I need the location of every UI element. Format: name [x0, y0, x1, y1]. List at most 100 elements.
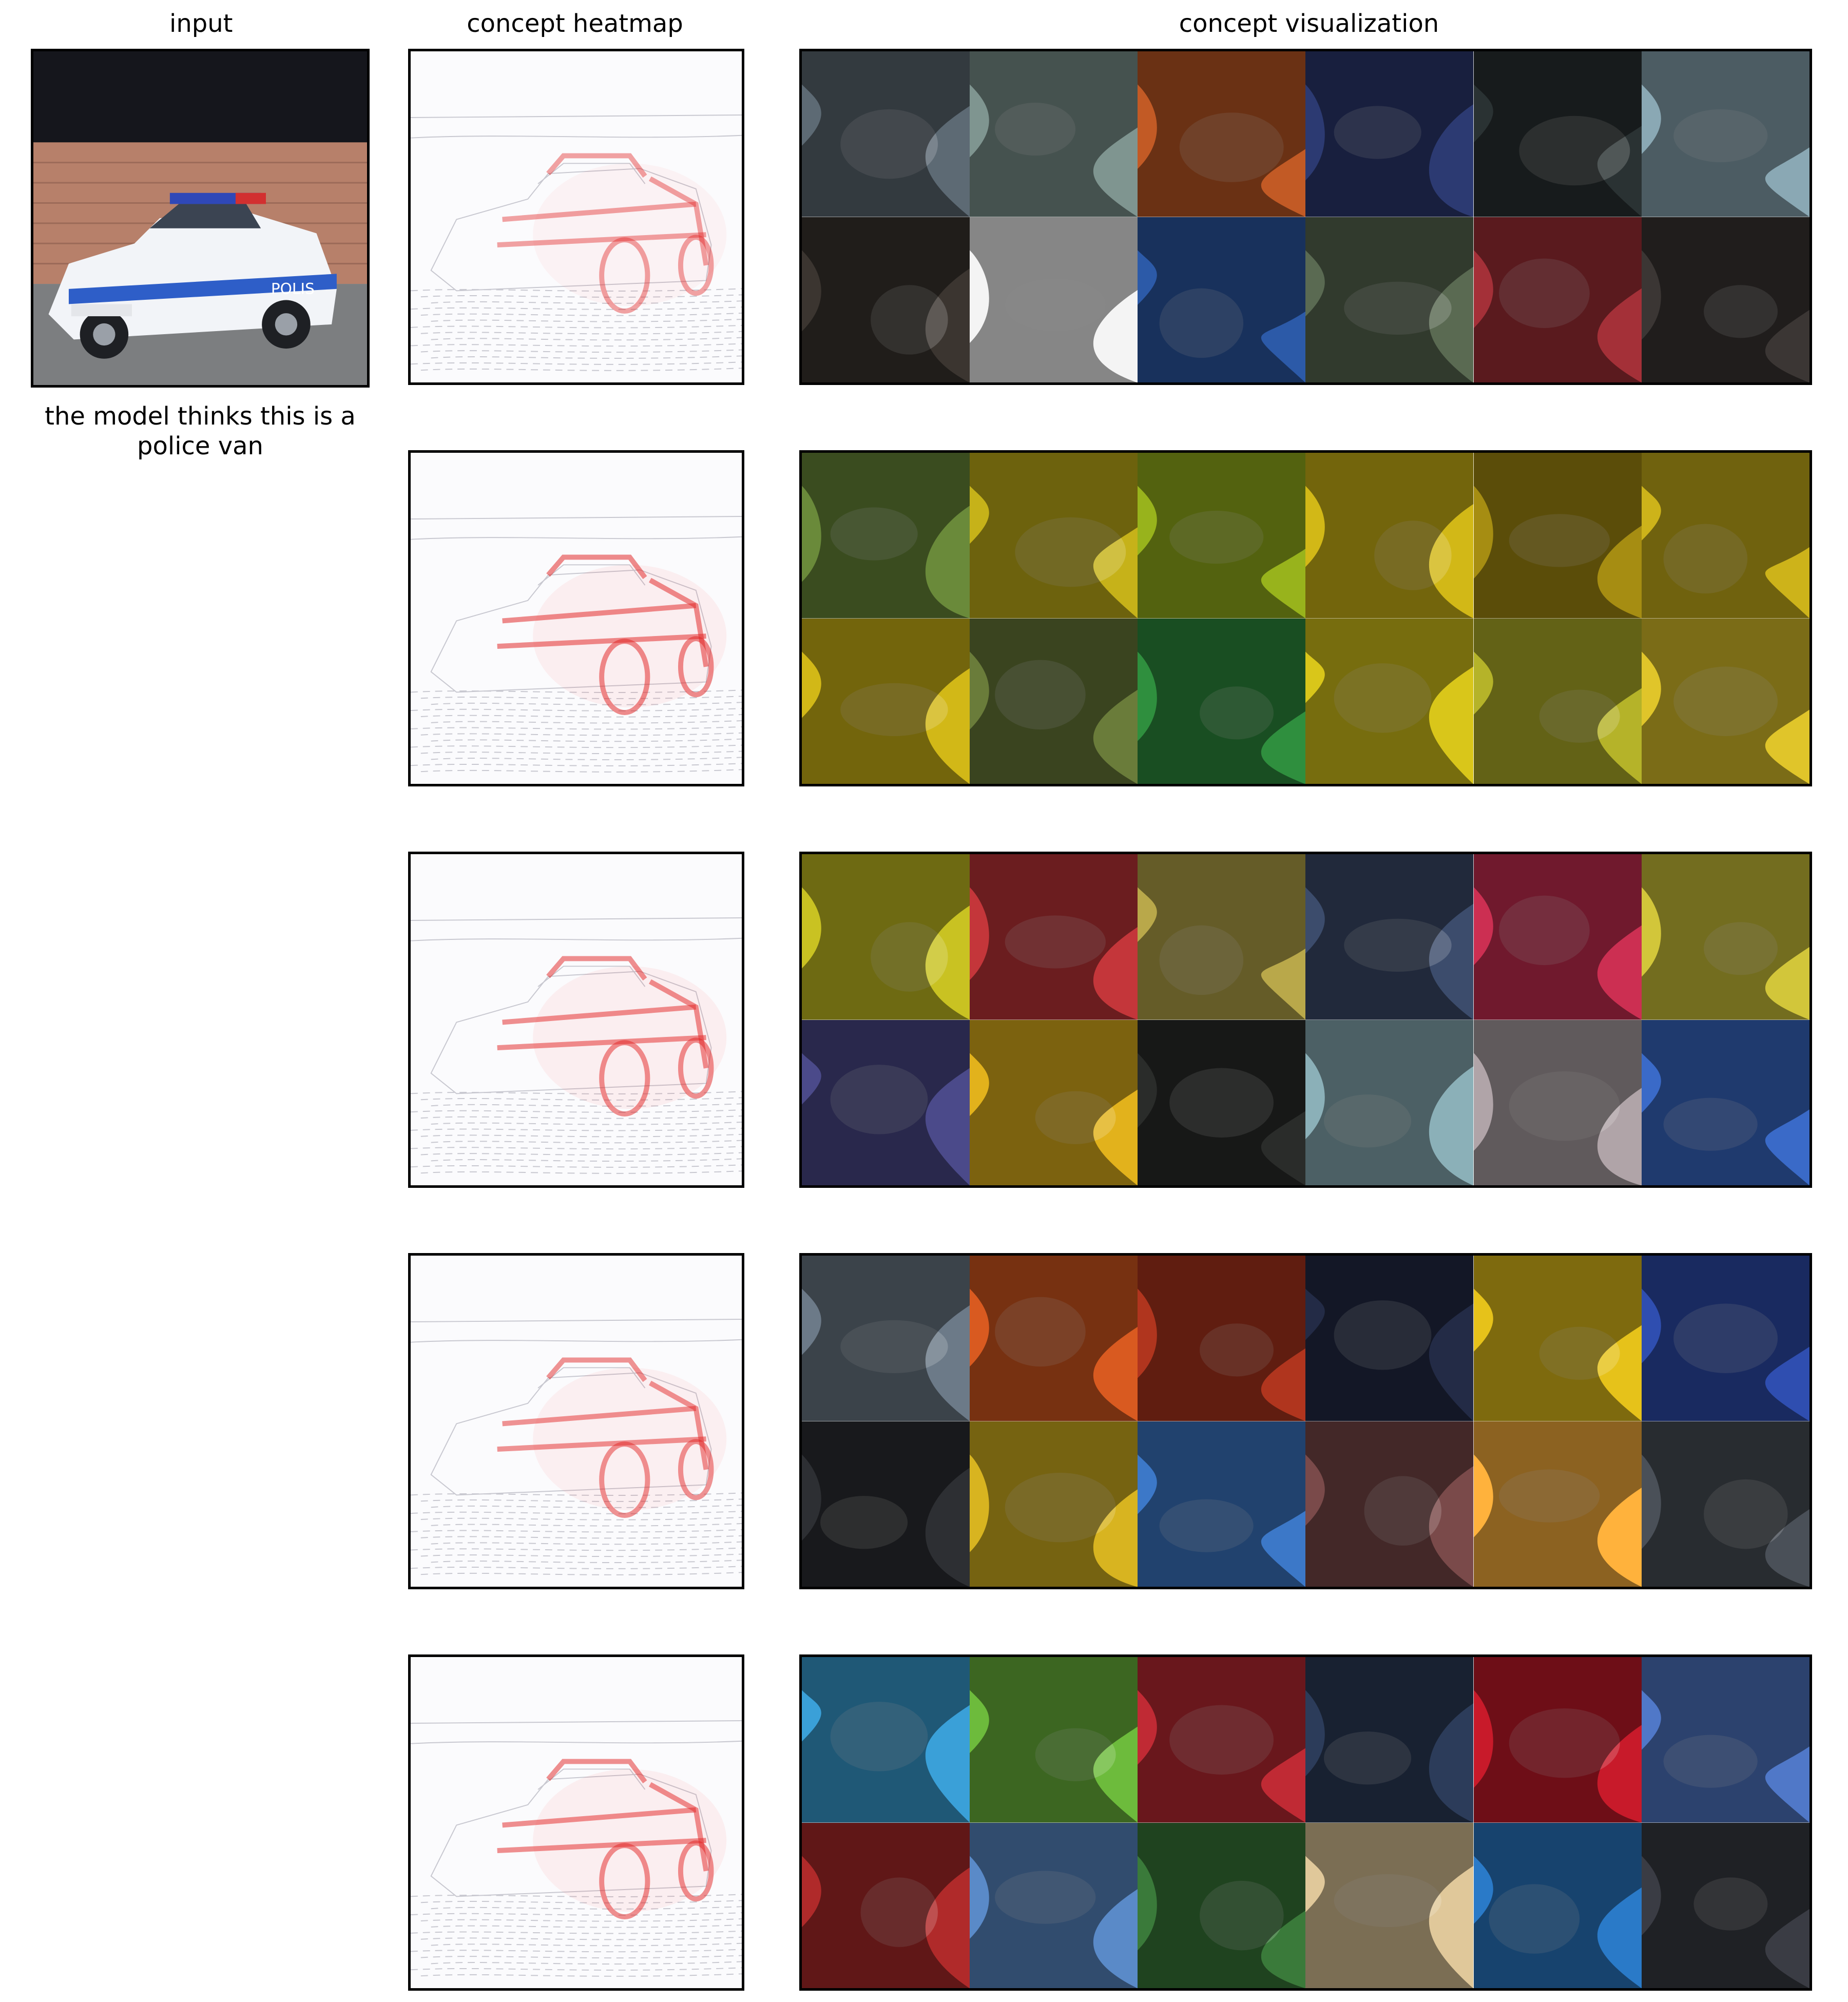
- concept-example-tile: [970, 1657, 1138, 1823]
- concept-example-tile: [1305, 1421, 1474, 1587]
- concept-example-tile: [1305, 618, 1474, 784]
- concept-visualization-5: [799, 1654, 1812, 1991]
- concept-example-image: [1305, 1019, 1474, 1185]
- concept-example-image: [1305, 618, 1474, 784]
- concept-example-image: [802, 1256, 970, 1421]
- concept-example-image: [1641, 1822, 1810, 1988]
- concept-heatmap-5: [408, 1654, 744, 1991]
- concept-example-image: [970, 1657, 1138, 1823]
- concept-example-image: [1473, 618, 1642, 784]
- concept-example-tile: [1641, 1256, 1810, 1421]
- concept-visualization-1: [799, 49, 1812, 385]
- concept-example-image: [1473, 51, 1642, 217]
- concept-example-tile: [1138, 51, 1306, 217]
- concept-example-tile: [1473, 618, 1642, 784]
- concept-example-tile: [1138, 1421, 1306, 1587]
- concept-example-image: [1305, 453, 1474, 619]
- concept-example-image: [1641, 453, 1810, 619]
- concept-visualization-4: [799, 1253, 1812, 1589]
- concept-example-image: [970, 618, 1138, 784]
- concept-example-tile: [1305, 1019, 1474, 1185]
- concept-example-tile: [1305, 217, 1474, 382]
- concept-example-tile: [1138, 618, 1306, 784]
- concept-heatmap-1: [408, 49, 744, 385]
- heatmap-image: [411, 1256, 742, 1587]
- concept-example-image: [1138, 1822, 1306, 1988]
- concept-example-image: [1473, 217, 1642, 382]
- concept-example-tile: [1641, 51, 1810, 217]
- concept-example-image: [1473, 1256, 1642, 1421]
- heatmap-image: [411, 51, 742, 382]
- concept-example-image: [1138, 1019, 1306, 1185]
- concept-example-tile: [1305, 854, 1474, 1020]
- concept-example-image: [970, 51, 1138, 217]
- concept-example-tile: [1473, 1019, 1642, 1185]
- concept-example-tile: [1138, 1657, 1306, 1823]
- concept-example-image: [1641, 1256, 1810, 1421]
- concept-example-image: [802, 618, 970, 784]
- concept-example-tile: [970, 1822, 1138, 1988]
- concept-example-image: [1305, 1657, 1474, 1823]
- concept-example-tile: [1641, 1822, 1810, 1988]
- concept-example-image: [1473, 1822, 1642, 1988]
- concept-example-tile: [1473, 217, 1642, 382]
- concept-example-image: [1138, 854, 1306, 1020]
- concept-example-image: [970, 1019, 1138, 1185]
- concept-example-tile: [1641, 217, 1810, 382]
- concept-heatmap-2: [408, 450, 744, 786]
- concept-example-image: [1641, 618, 1810, 784]
- concept-example-tile: [802, 854, 970, 1020]
- concept-example-tile: [1305, 1256, 1474, 1421]
- concept-example-image: [1138, 51, 1306, 217]
- concept-example-tile: [1305, 1822, 1474, 1988]
- concept-example-tile: [1138, 217, 1306, 382]
- input-image: POLIS: [31, 49, 370, 388]
- concept-example-tile: [1473, 51, 1642, 217]
- concept-example-tile: [1641, 453, 1810, 619]
- concept-example-image: [1138, 453, 1306, 619]
- concept-example-image: [1641, 854, 1810, 1020]
- concept-example-tile: [802, 1657, 970, 1823]
- polis-text: POLIS: [271, 280, 315, 298]
- heatmap-image: [411, 1657, 742, 1988]
- concept-example-tile: [1305, 51, 1474, 217]
- concept-example-tile: [970, 51, 1138, 217]
- concept-example-image: [802, 1421, 970, 1587]
- concept-example-tile: [1641, 854, 1810, 1020]
- concept-example-tile: [970, 217, 1138, 382]
- concept-example-tile: [1473, 1421, 1642, 1587]
- concept-example-tile: [802, 1421, 970, 1587]
- concept-example-image: [1305, 51, 1474, 217]
- concept-example-image: [970, 854, 1138, 1020]
- concept-example-image: [1641, 217, 1810, 382]
- concept-example-image: [1473, 1019, 1642, 1185]
- concept-example-tile: [802, 1822, 970, 1988]
- concept-example-tile: [970, 1019, 1138, 1185]
- concept-example-tile: [1473, 453, 1642, 619]
- concept-example-image: [1305, 1822, 1474, 1988]
- concept-example-image: [970, 1822, 1138, 1988]
- concept-example-tile: [970, 854, 1138, 1020]
- concept-example-image: [970, 217, 1138, 382]
- concept-example-image: [970, 1421, 1138, 1587]
- concept-example-image: [802, 1019, 970, 1185]
- concept-example-image: [1641, 1019, 1810, 1185]
- concept-example-image: [1473, 453, 1642, 619]
- concept-example-tile: [1138, 854, 1306, 1020]
- concept-example-image: [802, 854, 970, 1020]
- concept-example-image: [802, 217, 970, 382]
- concept-example-image: [1305, 217, 1474, 382]
- concept-example-image: [802, 51, 970, 217]
- concept-example-image: [1138, 618, 1306, 784]
- concept-example-image: [1641, 1421, 1810, 1587]
- concept-example-image: [1473, 1657, 1642, 1823]
- concept-example-tile: [802, 1019, 970, 1185]
- heatmap-image: [411, 854, 742, 1185]
- concept-example-tile: [1473, 1256, 1642, 1421]
- concept-example-image: [1305, 854, 1474, 1020]
- concept-example-tile: [1138, 453, 1306, 619]
- concept-visualization-2: [799, 450, 1812, 786]
- concept-example-image: [1138, 1657, 1306, 1823]
- concept-visualization-3: [799, 852, 1812, 1188]
- concept-example-tile: [1641, 618, 1810, 784]
